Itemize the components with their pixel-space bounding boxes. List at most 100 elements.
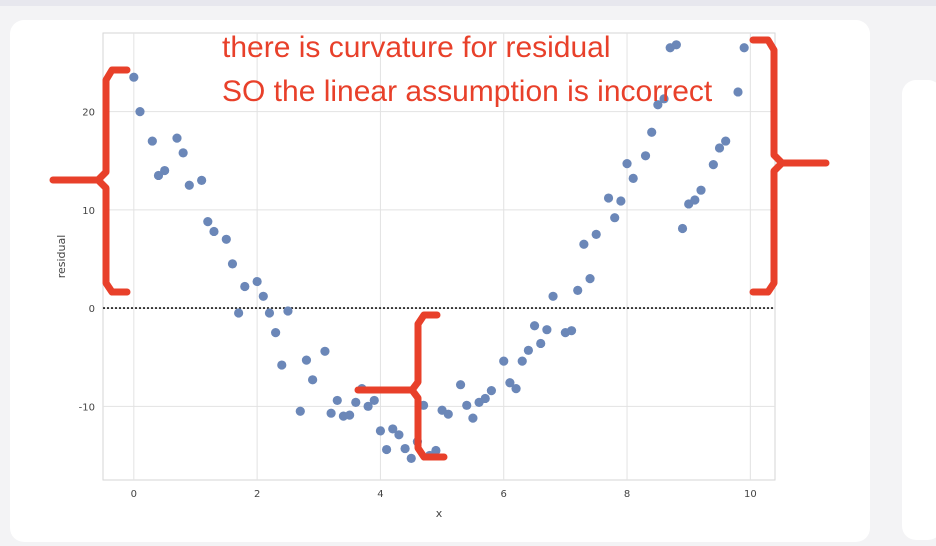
data-point <box>326 408 336 418</box>
data-point <box>345 410 355 420</box>
data-point <box>264 308 275 318</box>
data-point <box>721 136 731 146</box>
data-point <box>462 400 472 410</box>
data-point <box>271 328 281 338</box>
data-point <box>739 43 749 53</box>
data-point <box>499 356 509 366</box>
annotation-braces <box>49 36 830 461</box>
data-point <box>381 444 392 455</box>
x-tick-label: 10 <box>744 489 757 500</box>
data-point <box>443 409 453 419</box>
data-point <box>536 338 546 349</box>
data-point <box>585 274 595 284</box>
x-tick-label: 2 <box>254 489 260 500</box>
y-tick-label: -10 <box>79 402 95 413</box>
data-point <box>431 445 441 456</box>
data-point <box>375 426 386 436</box>
data-point <box>283 306 293 316</box>
data-point <box>653 100 663 110</box>
y-tick-label: 10 <box>82 206 95 217</box>
center-brace <box>354 311 448 461</box>
annotation-line-2: SO the linear assumption is incorrect <box>222 75 713 108</box>
data-point <box>394 430 404 440</box>
data-point <box>252 276 262 287</box>
data-point <box>221 234 231 244</box>
data-point <box>696 185 706 195</box>
data-point <box>542 325 552 335</box>
data-point <box>480 393 490 404</box>
data-point <box>573 285 583 295</box>
x-tick-labels: 0 2 4 6 8 10 <box>131 489 757 500</box>
data-point <box>616 196 626 206</box>
data-point <box>566 326 577 336</box>
right-brace <box>749 36 830 296</box>
y-tick-labels: -10 0 10 20 <box>79 108 95 414</box>
left-brace <box>49 66 131 296</box>
data-point <box>511 384 521 394</box>
data-point <box>197 175 207 185</box>
data-point <box>610 213 620 223</box>
data-point <box>160 165 170 176</box>
data-point <box>647 127 657 137</box>
data-point <box>455 380 466 390</box>
data-point <box>209 226 219 237</box>
top-bar <box>0 0 936 6</box>
data-point <box>178 148 188 158</box>
data-point <box>505 378 515 388</box>
data-point <box>622 159 632 169</box>
data-point <box>733 87 743 97</box>
data-point <box>486 386 497 396</box>
data-point <box>351 397 361 407</box>
data-point <box>308 375 318 385</box>
data-point <box>603 193 614 203</box>
y-tick-label: 20 <box>82 108 95 119</box>
plot-area <box>102 32 776 481</box>
data-point <box>147 136 157 146</box>
data-point <box>320 346 330 356</box>
data-point <box>332 395 342 406</box>
x-axis-label: x <box>436 507 443 520</box>
data-point <box>406 453 416 463</box>
data-point <box>659 94 669 104</box>
x-tick-label: 6 <box>501 489 507 500</box>
data-point <box>628 173 638 183</box>
y-tick-label: 0 <box>89 304 95 315</box>
data-point <box>129 72 139 82</box>
data-point <box>523 345 533 355</box>
data-point <box>172 133 182 143</box>
data-point <box>234 308 244 318</box>
data-point <box>203 217 213 227</box>
data-point <box>184 180 194 190</box>
data-point <box>548 291 558 301</box>
data-point <box>517 356 527 366</box>
data-point <box>135 106 145 117</box>
data-point <box>153 170 164 181</box>
data-point <box>714 143 725 153</box>
data-point <box>708 160 718 170</box>
data-point <box>468 413 478 423</box>
data-point <box>369 395 379 406</box>
data-point <box>579 239 589 249</box>
data-point <box>277 360 287 370</box>
data-point <box>400 443 410 454</box>
data-point <box>591 229 601 239</box>
y-axis-label: residual <box>55 235 68 279</box>
data-point <box>529 321 540 331</box>
data-point <box>388 424 398 434</box>
data-point <box>677 223 688 234</box>
side-card <box>902 80 936 540</box>
data-points <box>129 40 749 463</box>
annotation-line-1: there is curvature for residual <box>222 31 611 64</box>
data-point <box>363 401 373 411</box>
data-point <box>640 151 651 161</box>
data-point <box>240 281 250 292</box>
x-tick-label: 8 <box>624 489 630 500</box>
x-tick-label: 0 <box>131 489 137 500</box>
data-point <box>301 355 312 365</box>
data-point <box>671 40 681 50</box>
data-point <box>258 291 268 301</box>
x-tick-label: 4 <box>377 489 383 500</box>
data-point <box>295 406 305 416</box>
data-point <box>227 259 238 269</box>
